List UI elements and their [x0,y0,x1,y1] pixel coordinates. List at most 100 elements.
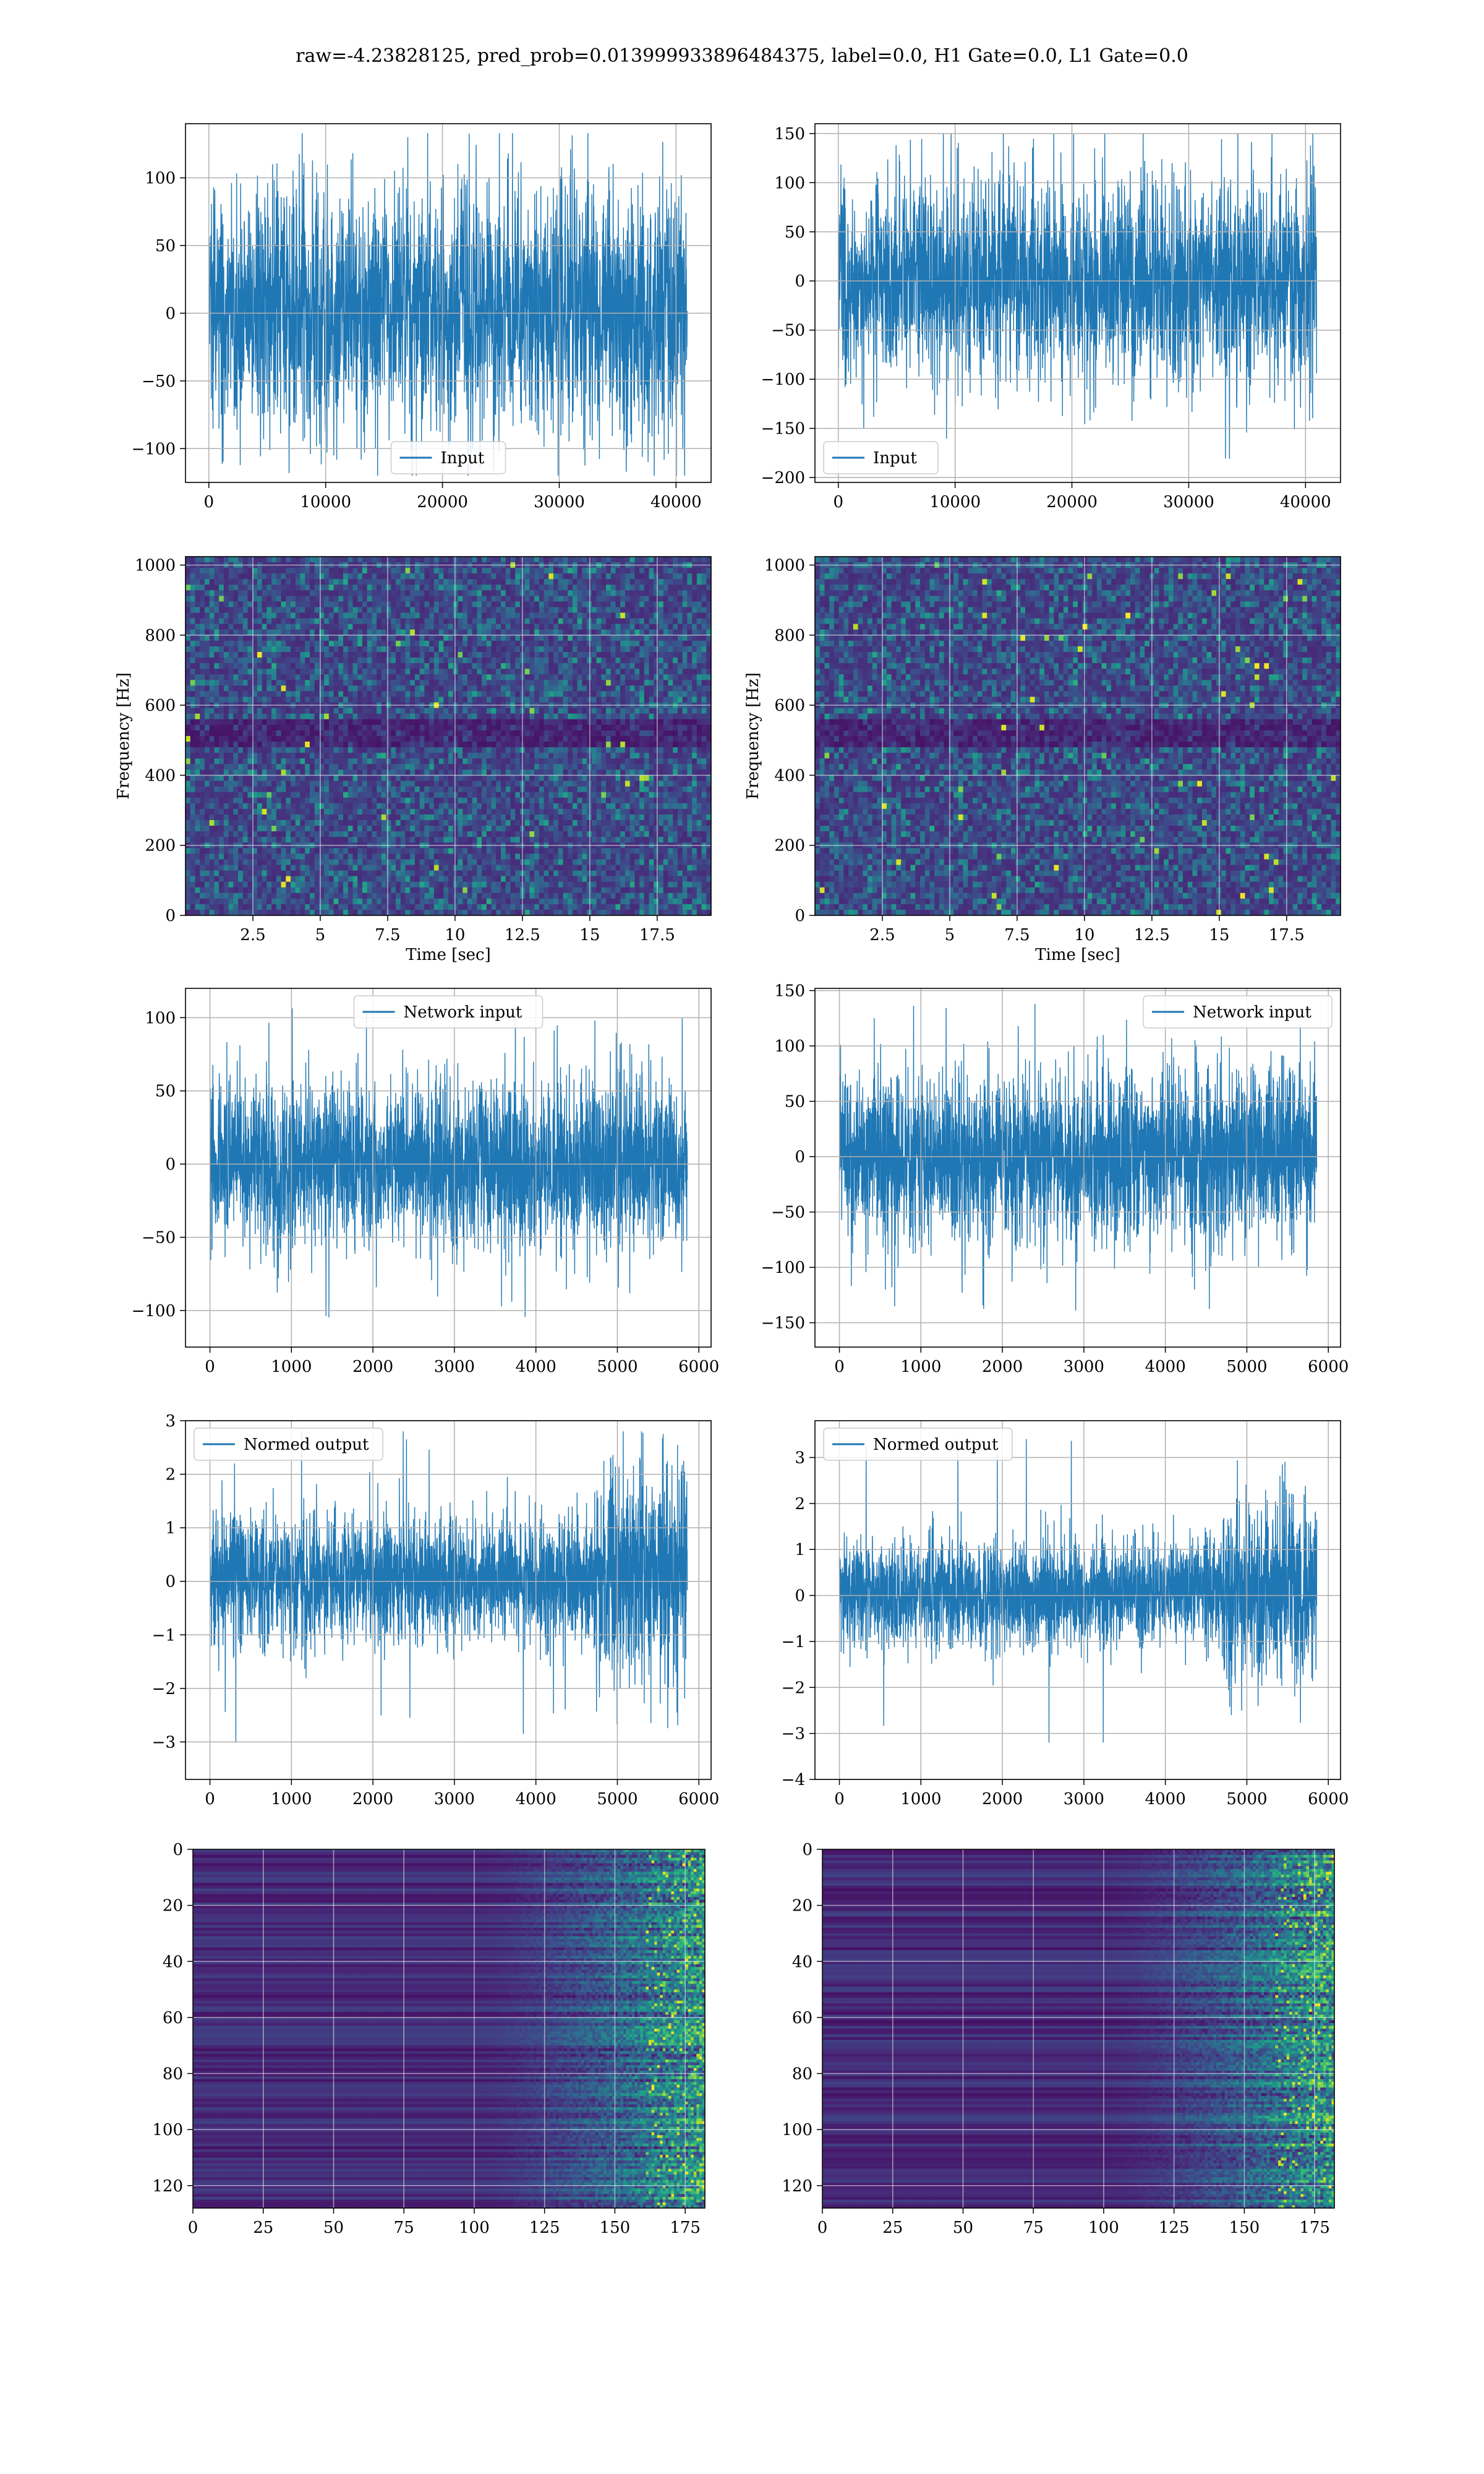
heatmap-cell [606,730,611,737]
heatmap-cell [649,714,654,720]
heatmap-cell [233,652,238,658]
heatmap-cell [548,641,553,647]
heatmap-cell [620,747,625,753]
heatmap-cell [592,602,597,608]
heatmap-cell [568,736,573,742]
heatmap-cell [420,691,425,698]
heatmap-cell [329,758,334,764]
heatmap-cell [434,579,439,585]
heatmap-cell [501,747,506,753]
heatmap-cell [262,663,267,669]
heatmap-cell [334,618,339,625]
heatmap-cell [573,798,578,804]
heatmap-cell [195,613,200,619]
heatmap-cell [300,753,305,759]
heatmap-cell [601,719,606,726]
heatmap-cell [683,708,688,714]
heatmap-cell [391,663,396,669]
heatmap-cell [615,630,620,636]
heatmap-cell [443,590,448,596]
heatmap-cell [238,641,243,647]
heatmap-cell [372,753,377,759]
heatmap-cell [271,635,276,641]
heatmap-cell [453,691,458,698]
heatmap-cell [357,691,362,698]
heatmap-cell [372,725,377,731]
heatmap-cell [453,573,458,580]
heatmap-cell [205,758,210,764]
heatmap-cell [377,685,382,691]
heatmap-cell [659,635,663,641]
heatmap-cell [243,674,248,680]
heatmap-cell [578,747,582,753]
heatmap-cell [296,764,301,770]
heatmap-cell [410,747,415,753]
heatmap-cell [592,596,597,602]
heatmap-cell [582,725,587,731]
heatmap-cell [286,736,291,742]
heatmap-cell [357,624,362,630]
heatmap-cell [687,646,692,653]
heatmap-cell [262,596,267,602]
heatmap-cell [553,685,558,691]
heatmap-cell [448,669,453,675]
heatmap-cell [668,613,673,619]
heatmap-cell [515,618,520,625]
heatmap-cell [247,730,252,737]
heatmap-cell [338,753,343,759]
heatmap-cell [429,607,434,614]
heatmap-cell [649,674,654,680]
heatmap-cell [568,568,573,574]
heatmap-cell [639,714,644,720]
heatmap-cell [702,719,707,726]
heatmap-cell [324,764,329,770]
heatmap-cell [597,652,602,658]
heatmap-cell [510,624,515,630]
heatmap-cell [429,697,434,703]
heatmap-cell [382,624,386,630]
heatmap-cell [229,725,234,731]
heatmap-cell [267,803,271,810]
heatmap-cell [453,618,458,625]
heatmap-cell [352,792,357,798]
heatmap-cell [453,630,458,636]
heatmap-cell [262,736,267,742]
heatmap-cell [467,798,472,804]
heatmap-cell [683,674,688,680]
heatmap-cell [296,641,301,647]
heatmap-cell [448,613,453,619]
heatmap-cell [458,798,463,804]
heatmap-cell [214,725,219,731]
heatmap-cell [548,624,553,630]
heatmap-cell [324,742,329,748]
heatmap-cell [296,792,301,798]
heatmap-cell [639,596,644,602]
heatmap-cell [534,680,539,686]
heatmap-cell [458,618,463,625]
heatmap-cell [620,641,625,647]
heatmap-cell [195,646,200,653]
heatmap-cell [620,657,625,664]
heatmap-cell [553,769,558,776]
heatmap-cell [310,652,315,658]
heatmap-cell [296,680,301,686]
heatmap-cell [243,691,248,698]
heatmap-cell [271,652,276,658]
heatmap-cell [190,657,195,664]
heatmap-cell [625,792,630,798]
heatmap-cell [410,584,415,591]
heatmap-cell [496,557,501,563]
heatmap-cell [195,803,200,810]
heatmap-cell [558,680,563,686]
heatmap-cell [582,697,587,703]
heatmap-cell [553,635,558,641]
heatmap-cell [492,607,497,614]
heatmap-cell [525,674,530,680]
heatmap-cell [563,613,568,619]
heatmap-cell [439,803,444,810]
heatmap-cell [352,579,357,585]
heatmap-cell [458,663,463,669]
heatmap-cell [224,769,229,776]
heatmap-cell [200,714,205,720]
heatmap-cell [382,618,386,625]
